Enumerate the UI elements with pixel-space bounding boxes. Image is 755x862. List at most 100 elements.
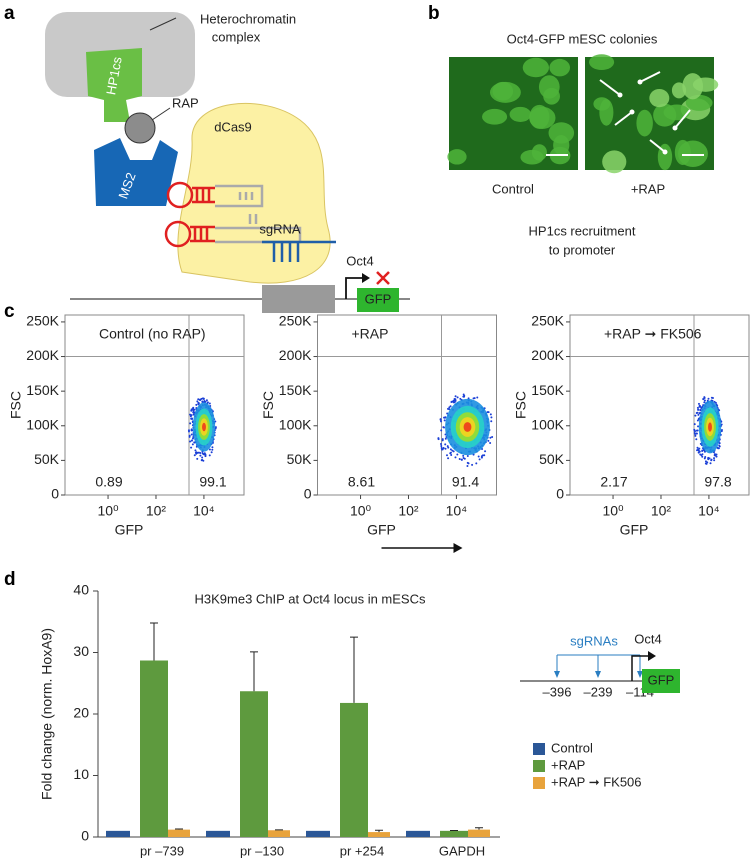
event-dot: [199, 454, 202, 457]
event-dot: [191, 437, 194, 440]
y-tick-label: 50K: [539, 451, 565, 467]
x-tick-label: pr –130: [240, 843, 284, 858]
event-dot: [704, 460, 707, 463]
event-dot: [211, 448, 214, 451]
event-dot: [441, 438, 444, 441]
event-dot: [707, 457, 710, 460]
event-dot: [190, 446, 193, 449]
event-dot: [466, 464, 469, 467]
x-tick-label: 10⁰: [97, 503, 119, 519]
colony: [482, 108, 508, 125]
promoter-box: [262, 285, 335, 313]
event-dot: [196, 400, 199, 403]
event-dot: [449, 448, 452, 451]
bar: [106, 830, 130, 837]
y-tick-label: 200K: [531, 347, 564, 363]
guide-stems: [215, 184, 302, 244]
position-label: –239: [584, 684, 613, 699]
event-dot: [201, 456, 204, 459]
event-dot: [449, 405, 452, 408]
error-bar: [250, 651, 258, 692]
event-dot: [200, 397, 203, 400]
caption: HP1cs recruitment: [529, 223, 636, 238]
event-dot: [210, 451, 213, 454]
event-dot: [440, 442, 443, 445]
bar: [140, 660, 168, 837]
event-dot: [714, 454, 717, 457]
event-dot: [707, 397, 710, 400]
event-dot: [214, 426, 217, 429]
arrow-head: [453, 543, 463, 553]
event-dot: [714, 401, 717, 404]
x-axis-label: GFP: [620, 522, 649, 538]
event-dot: [459, 397, 462, 400]
event-dot: [446, 445, 449, 448]
micrographs: [447, 54, 719, 174]
complex-label: complex: [212, 29, 261, 44]
event-dot: [466, 454, 469, 457]
arrow-head: [648, 651, 656, 661]
plot-frame: [317, 314, 497, 496]
colony: [529, 106, 556, 130]
event-dot: [447, 446, 450, 449]
event-dot: [463, 394, 466, 397]
event-dot: [713, 459, 716, 462]
event-dot: [444, 437, 447, 440]
event-dot: [698, 450, 701, 453]
event-dot: [197, 401, 200, 404]
event-dot: [195, 403, 198, 406]
gfp-box: [357, 288, 399, 312]
y-tick-label: 150K: [531, 382, 564, 398]
y-tick-label: 150K: [26, 382, 59, 398]
event-dot: [710, 458, 713, 461]
y-tick-label: 40: [73, 582, 89, 598]
event-dot: [473, 397, 476, 400]
colony: [447, 149, 467, 165]
colony: [599, 99, 614, 126]
y-tick-label: 250K: [531, 313, 564, 329]
event-dot: [191, 418, 194, 421]
event-dot: [693, 428, 696, 431]
event-dot: [443, 416, 446, 419]
event-dot: [703, 399, 706, 402]
event-dot: [695, 411, 698, 414]
event-dot: [449, 452, 452, 455]
event-dot: [697, 418, 700, 421]
density-level: [708, 422, 712, 432]
event-dot: [718, 444, 721, 447]
event-dot: [440, 446, 443, 449]
event-dot: [477, 455, 480, 458]
event-dot: [703, 450, 706, 453]
plot-title: +RAP ➞ FK506: [604, 326, 702, 342]
event-dot: [437, 438, 440, 441]
y-tick-label: 100K: [279, 416, 312, 432]
sgrna-label: sgRNA: [259, 221, 301, 236]
event-dot: [199, 451, 202, 454]
event-dot: [197, 398, 200, 401]
event-dot: [695, 432, 698, 435]
x-tick-label: 10⁰: [602, 503, 624, 519]
legend-swatch: [533, 760, 545, 772]
colony: [509, 106, 532, 122]
arrow-head: [637, 671, 643, 678]
colony: [548, 122, 575, 144]
pointer-head: [629, 109, 635, 115]
colony: [682, 73, 704, 100]
bar: [168, 829, 190, 837]
panel-title: Oct4-GFP mESC colonies: [507, 31, 658, 46]
y-tick-label: 0: [304, 486, 312, 502]
event-dot: [190, 428, 193, 431]
inset-label: sgRNAs: [570, 633, 618, 648]
dcas9-label: dCas9: [214, 119, 252, 134]
gene-label: Oct4: [346, 253, 373, 268]
colony: [522, 57, 550, 78]
event-dot: [693, 423, 696, 426]
event-dot: [710, 396, 713, 399]
error-bar: [375, 829, 383, 833]
y-tick-label: 50K: [34, 451, 60, 467]
gate-percent: 99.1: [199, 474, 226, 490]
event-dot: [189, 440, 192, 443]
x-tick-label: 10²: [651, 503, 672, 519]
event-dot: [196, 457, 199, 460]
